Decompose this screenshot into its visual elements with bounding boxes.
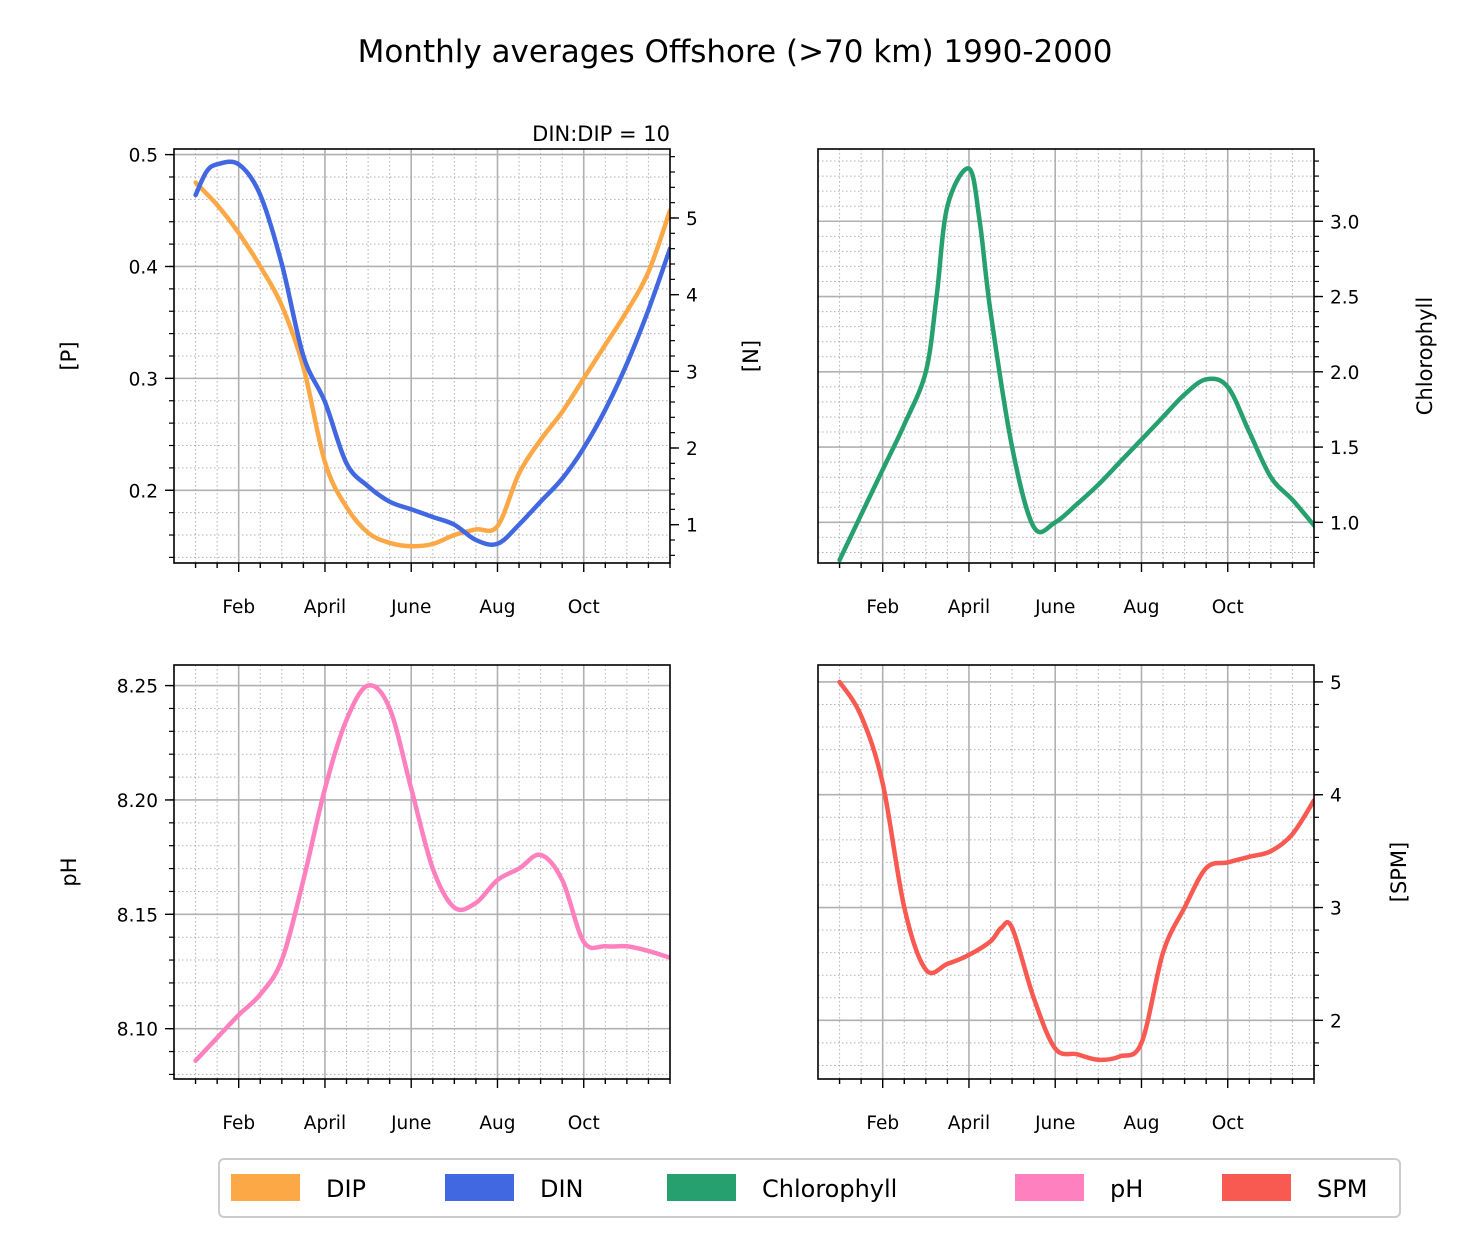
series-line-ph	[193, 683, 670, 1063]
axes-frame	[817, 148, 1315, 564]
grid	[818, 665, 1315, 1079]
series-line-din	[193, 159, 670, 547]
legend-swatch-chlorophyll	[667, 1174, 736, 1201]
axes-frame	[817, 664, 1315, 1080]
x-tick-label: Oct	[1212, 1113, 1244, 1134]
legend-label: pH	[1110, 1175, 1143, 1203]
x-tick-label: Aug	[1123, 1113, 1159, 1134]
series-line-spm	[837, 679, 1314, 1063]
legend-label: SPM	[1317, 1175, 1367, 1203]
legend-frame	[218, 1158, 1401, 1218]
y-axis-label: [P]	[57, 341, 81, 370]
legend: DIP DIN Chlorophyll pH SPM	[218, 1158, 1401, 1218]
y-tick-label: 1	[686, 516, 698, 537]
panel-top-right: Feb April June Aug Oct 1.0 1.5 2.0 2.5 3.0 Chlorop…	[817, 148, 1437, 618]
y-tick-label: 4	[686, 286, 698, 307]
y-tick-label: 2	[686, 439, 698, 460]
series-line-dip	[193, 180, 670, 549]
y-tick-label: 3	[1330, 899, 1342, 920]
y-tick-label: 5	[686, 209, 698, 230]
y-tick-label: 3	[686, 362, 698, 383]
x-tick-label: Aug	[1123, 597, 1159, 618]
x-tick-label: April	[948, 597, 990, 618]
x-tick-label: Feb	[222, 597, 255, 618]
panel-bottom-right: Feb April June Aug Oct 2 3 4 5 [SPM]	[817, 664, 1411, 1134]
x-tick-label: April	[304, 597, 346, 618]
x-tick-label: Feb	[866, 1113, 899, 1134]
ratio-annotation: DIN:DIP = 10	[532, 122, 670, 146]
x-tick-label: Feb	[866, 597, 899, 618]
y-axis-label: [SPM]	[1387, 842, 1411, 903]
x-tick-label: April	[948, 1113, 990, 1134]
legend-swatch-spm	[1222, 1174, 1291, 1201]
series-line-chlorophyll	[837, 166, 1314, 563]
legend-swatch-dip	[231, 1174, 300, 1201]
y-tick-label: 8.25	[117, 677, 158, 698]
y-tick-label: 0.2	[129, 481, 158, 502]
panels: Feb April June Aug Oct 0.2 0.3 0.4 0.5 [P] 1 2 3 4 5 [N…	[57, 122, 1437, 1134]
x-tick-label: June	[390, 1113, 431, 1134]
x-tick-label: Feb	[222, 1113, 255, 1134]
y-tick-label: 3.0	[1330, 212, 1359, 233]
y-tick-label: 5	[1330, 673, 1342, 694]
x-tick-label: June	[1034, 597, 1075, 618]
legend-swatch-ph	[1015, 1174, 1084, 1201]
legend-label: Chlorophyll	[762, 1175, 897, 1203]
x-tick-label: June	[1034, 1113, 1075, 1134]
x-tick-label: Oct	[1212, 597, 1244, 618]
y-tick-label: 0.3	[129, 369, 158, 390]
y-tick-label: 0.4	[129, 257, 158, 278]
y-tick-label: 2.0	[1330, 363, 1359, 384]
x-tick-label: Aug	[479, 597, 515, 618]
y-tick-label: 0.5	[129, 146, 158, 167]
axes-frame	[173, 664, 671, 1080]
x-tick-label: Oct	[568, 597, 600, 618]
x-tick-label: April	[304, 1113, 346, 1134]
legend-label: DIN	[540, 1175, 584, 1203]
grid	[818, 149, 1315, 563]
figure-title: Monthly averages Offshore (>70 km) 1990-…	[358, 34, 1113, 70]
panel-bottom-left: Feb April June Aug Oct 8.10 8.15 8.20 8.25 pH	[57, 664, 671, 1134]
y-tick-label: 8.15	[117, 905, 158, 926]
panel-top-left: Feb April June Aug Oct 0.2 0.3 0.4 0.5 [P] 1 2 3 4 5 [N…	[57, 122, 763, 618]
legend-label: DIP	[326, 1175, 366, 1203]
y-tick-label: 4	[1330, 786, 1342, 807]
y-tick-label: 8.20	[117, 791, 158, 812]
y-axis-label: pH	[57, 857, 81, 886]
y-tick-label: 1.5	[1330, 438, 1359, 459]
x-tick-label: Oct	[568, 1113, 600, 1134]
y-axis-label: Chlorophyll	[1413, 297, 1437, 415]
y-tick-label: 8.10	[117, 1020, 158, 1041]
x-tick-label: June	[390, 597, 431, 618]
legend-swatch-din	[445, 1174, 514, 1201]
x-tick-label: Aug	[479, 1113, 515, 1134]
y-tick-label: 2	[1330, 1011, 1342, 1032]
y-tick-label: 1.0	[1330, 513, 1359, 534]
y-axis-label: [N]	[739, 340, 763, 372]
grid	[174, 665, 671, 1079]
y-tick-label: 2.5	[1330, 288, 1359, 309]
